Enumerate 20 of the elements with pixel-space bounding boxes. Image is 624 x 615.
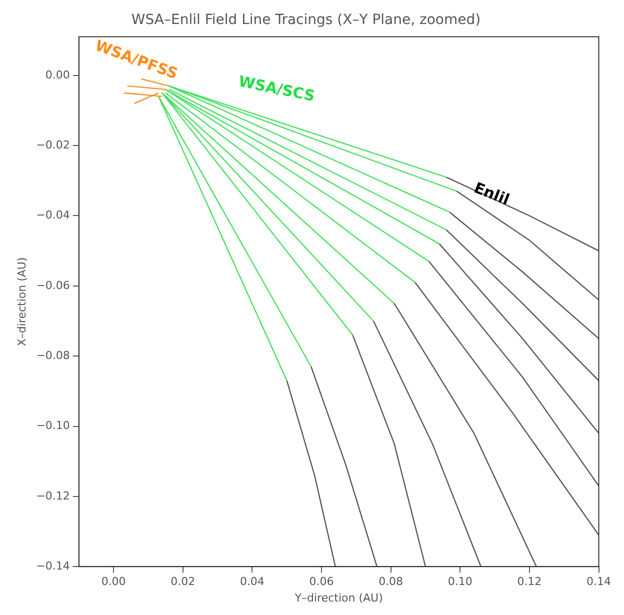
y-tick-label: −0.08 bbox=[36, 348, 70, 362]
y-tick-label: −0.06 bbox=[36, 278, 70, 292]
x-tick-label: 0.00 bbox=[101, 575, 126, 588]
y-tick-label: −0.02 bbox=[36, 138, 70, 152]
y-axis-title: X–direction (AU) bbox=[15, 257, 28, 346]
y-tick-label: 0.00 bbox=[45, 68, 70, 82]
chart-title: WSA–Enlil Field Line Tracings (X–Y Plane, zoomed) bbox=[131, 12, 481, 28]
y-tick-label: −0.14 bbox=[36, 559, 70, 572]
x-tick-label: 0.14 bbox=[586, 575, 612, 588]
y-tick-label: −0.04 bbox=[36, 208, 70, 222]
annotation: Enlil bbox=[472, 178, 512, 209]
x-tick-label: 0.10 bbox=[448, 575, 472, 588]
x-axis-title: Y–direction (AU) bbox=[294, 591, 383, 604]
x-tick-label: 0.06 bbox=[309, 575, 334, 588]
x-tick-label: 0.02 bbox=[170, 575, 196, 588]
x-tick-label: 0.08 bbox=[378, 575, 404, 588]
x-tick-label: 0.12 bbox=[517, 575, 542, 588]
y-tick-label: −0.10 bbox=[36, 419, 70, 432]
y-tick-label: −0.12 bbox=[36, 489, 70, 502]
x-tick-label: 0.04 bbox=[240, 575, 264, 588]
